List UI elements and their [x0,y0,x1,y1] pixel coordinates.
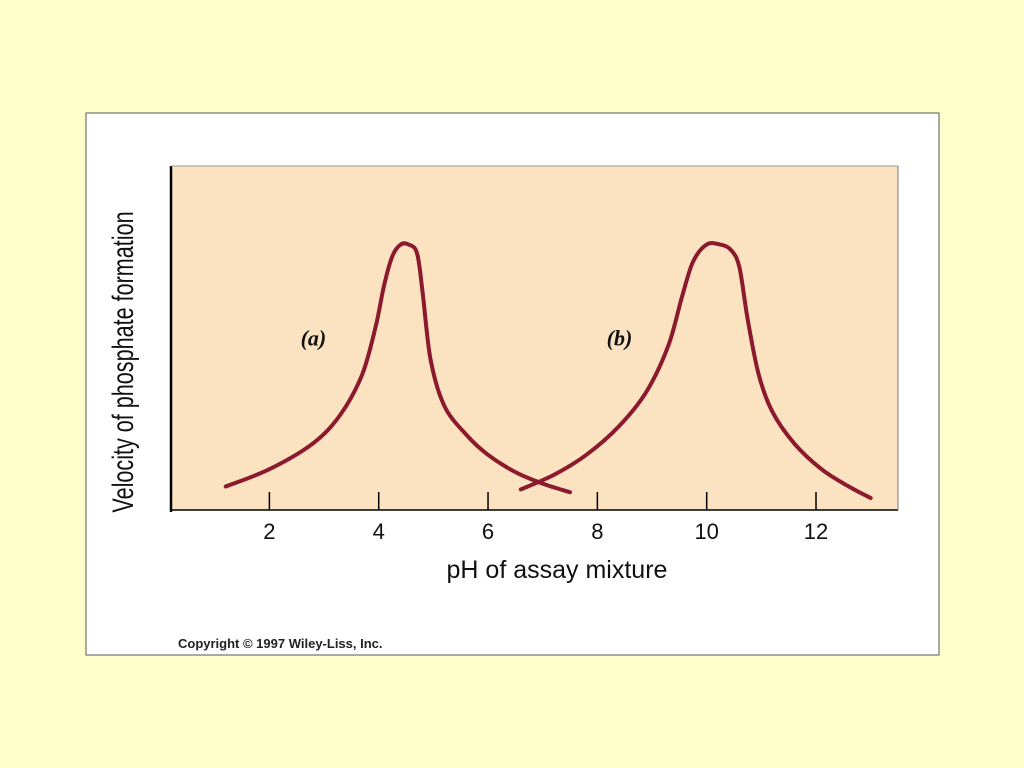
x-tick-label: 12 [804,519,828,544]
x-tick-label: 10 [694,519,718,544]
x-tick-label: 4 [373,519,385,544]
x-ticks: 2 4 6 8 10 12 [263,492,828,544]
series-line [223,241,572,495]
x-tick-label: 8 [591,519,603,544]
y-axis-label: Velocity of phosphate formation [105,211,139,512]
x-axis-label: pH of assay mixture [447,556,668,584]
x-tick-label: 6 [482,519,494,544]
x-tick-label: 2 [263,519,275,544]
series-group: (a) (b) [223,241,873,500]
series-label: (b) [607,325,633,350]
series-line [518,241,873,500]
copyright-text: Copyright © 1997 Wiley-Liss, Inc. [178,636,383,651]
plot-area [171,166,898,510]
series-label: (a) [301,325,327,350]
